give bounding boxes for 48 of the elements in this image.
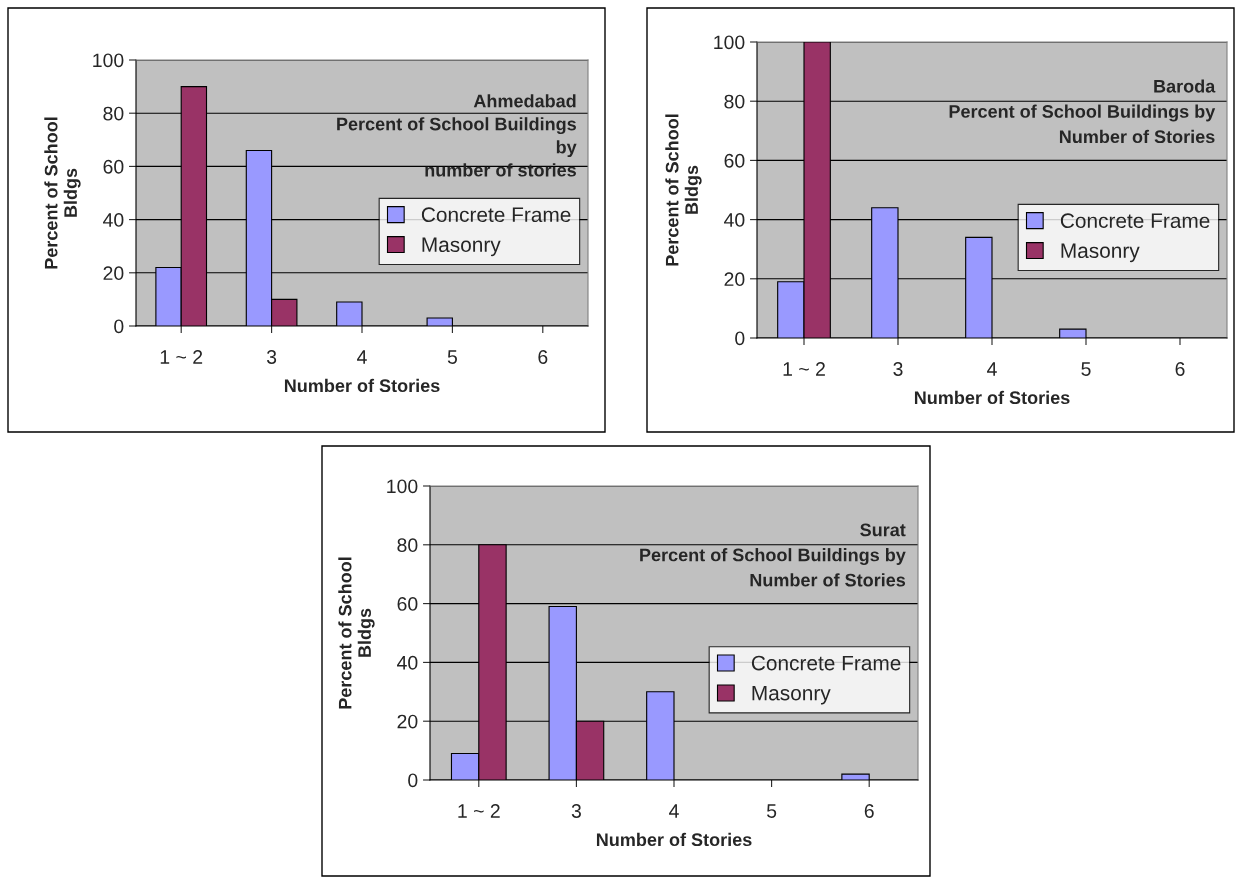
y-axis-title: Percent of School Bldgs: [665, 114, 702, 266]
y-tick-label: 100: [93, 53, 124, 68]
x-tick-label: 3: [571, 804, 581, 818]
y-tick-label: 40: [724, 213, 745, 227]
x-tick-label: 6: [538, 350, 548, 364]
y-tick-label: 0: [114, 319, 124, 334]
text: Surat Percent of School Buildings by Number of Stories: [640, 523, 906, 587]
y-tick-label: 20: [724, 272, 745, 287]
x-tick-label: 6: [864, 804, 874, 818]
x-axis-title: Number of Stories: [284, 378, 440, 393]
y-tick-label: 0: [408, 773, 418, 788]
x-axis-title: Number of Stories: [596, 832, 752, 847]
x-tick-label: 5: [447, 350, 457, 364]
y-tick-label: 60: [397, 597, 418, 611]
legend-label: Concrete Frame: [751, 655, 901, 671]
x-tick-label: 1 ~ 2: [458, 804, 500, 818]
y-tick-label: 40: [103, 213, 124, 227]
x-tick-label: 3: [893, 362, 903, 376]
y-tick-label: 0: [735, 331, 745, 346]
x-axis-title: Number of Stories: [914, 390, 1070, 405]
legend-label: Masonry: [1061, 243, 1140, 263]
y-tick-label: 20: [103, 266, 124, 281]
y-tick-label: 20: [397, 714, 418, 729]
y-axis-title: Percent of School Bldgs: [44, 117, 81, 269]
legend-label: Concrete Frame: [421, 207, 571, 223]
x-tick-label: 3: [266, 350, 277, 364]
y-tick-label: 60: [724, 153, 745, 168]
y-tick-label: 100: [714, 35, 745, 50]
x-tick-label: 4: [669, 804, 679, 818]
y-tick-label: 80: [397, 538, 418, 553]
y-tick-label: 40: [397, 655, 418, 670]
y-axis-title: Percent of School Bldgs: [338, 557, 375, 709]
x-tick-label: 1 ~ 2: [783, 362, 825, 376]
x-tick-label: 6: [1175, 362, 1185, 376]
y-tick-label: 100: [387, 479, 418, 494]
y-tick-label: 60: [103, 159, 124, 174]
x-tick-label: 5: [1081, 362, 1091, 376]
y-tick-label: 80: [724, 94, 745, 109]
text: Ahmedabad Percent of School Buildings by number of stories: [337, 94, 577, 177]
x-tick-label: 4: [357, 350, 367, 364]
text: Baroda Percent of School Buildings by Number of Stories: [949, 79, 1216, 144]
x-tick-label: 4: [987, 362, 997, 376]
legend-label: Masonry: [422, 237, 501, 257]
x-tick-label: 5: [766, 804, 777, 818]
legend-label: Concrete Frame: [1060, 213, 1210, 229]
y-tick-label: 80: [103, 106, 124, 121]
x-tick-label: 1 ~ 2: [160, 350, 203, 364]
legend-label: Masonry: [752, 685, 831, 705]
